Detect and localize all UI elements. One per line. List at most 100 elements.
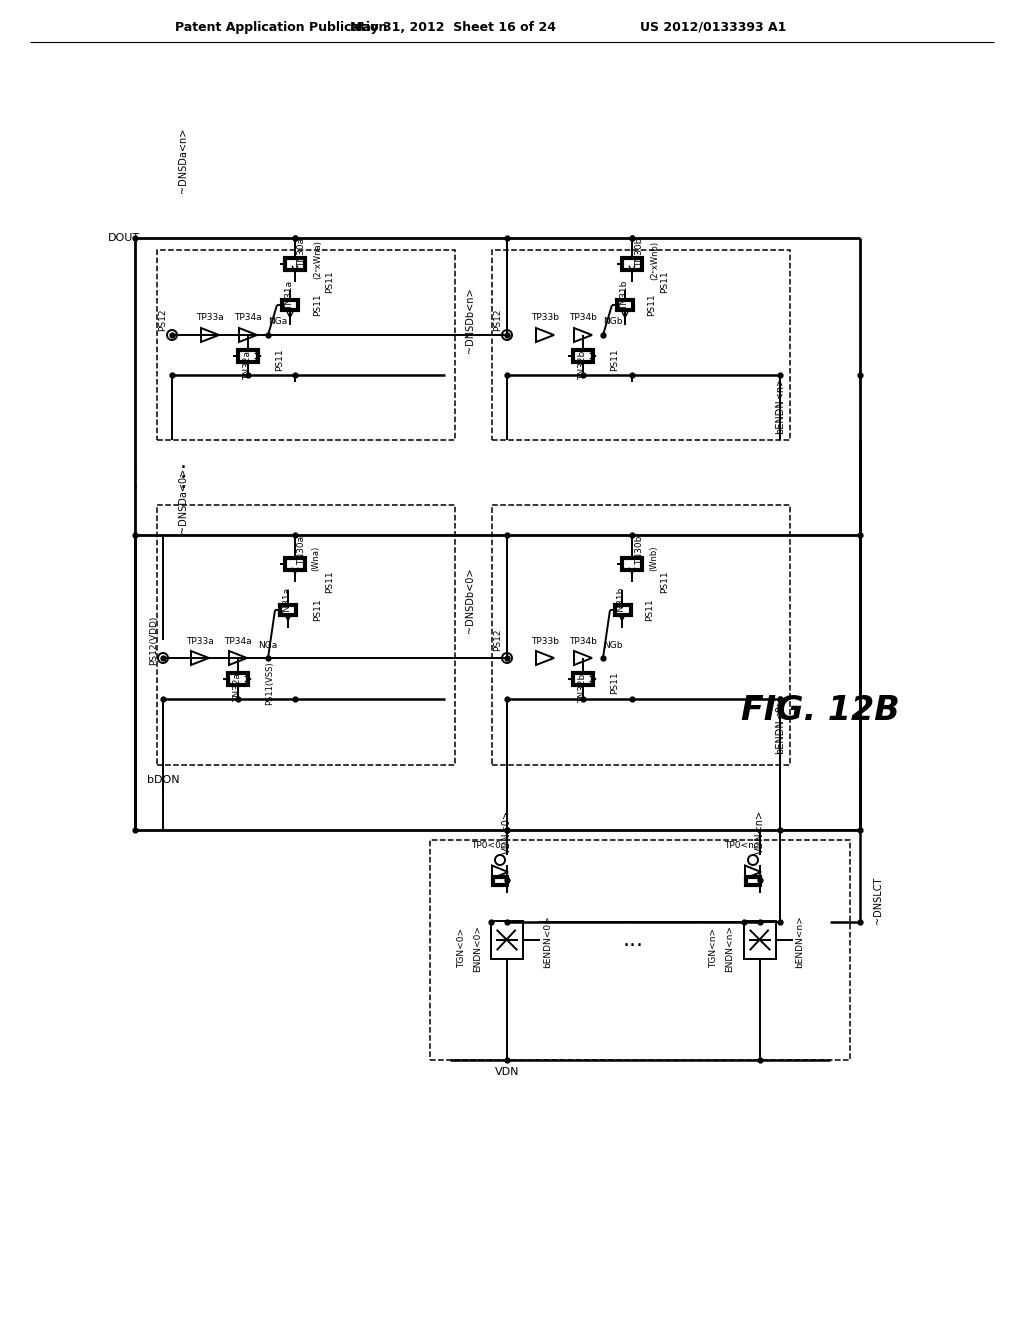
Text: TP34b: TP34b: [569, 314, 597, 322]
Bar: [430, 840, 850, 1060]
Text: PS12: PS12: [494, 309, 503, 331]
Bar: [615, 605, 631, 615]
Text: Patent Application Publication: Patent Application Publication: [175, 21, 387, 33]
Text: TP34b: TP34b: [569, 638, 597, 647]
Bar: [746, 876, 760, 884]
Text: ~DNSDa<0>: ~DNSDa<0>: [178, 467, 188, 533]
Text: .: .: [131, 473, 138, 492]
Polygon shape: [574, 327, 592, 342]
Text: ~DNSDa<n>: ~DNSDa<n>: [178, 127, 188, 193]
Text: .: .: [179, 462, 186, 482]
Circle shape: [495, 855, 505, 865]
Text: PS12(VDD): PS12(VDD): [150, 615, 159, 665]
Text: TN30b: TN30b: [636, 238, 644, 267]
Text: PS11: PS11: [326, 271, 335, 293]
Text: ...: ...: [623, 931, 643, 950]
Text: TP33b: TP33b: [531, 638, 559, 647]
Bar: [282, 300, 298, 310]
Text: TGN<0>: TGN<0>: [458, 928, 467, 968]
Text: PS11: PS11: [275, 348, 285, 371]
Text: PS11: PS11: [610, 348, 620, 371]
Text: (2ⁿxWnb): (2ⁿxWnb): [650, 240, 659, 280]
Text: bENDN<n>: bENDN<n>: [796, 916, 805, 969]
Bar: [744, 921, 776, 960]
Text: ENDN<0>: ENDN<0>: [473, 924, 482, 972]
Text: PS12: PS12: [494, 628, 503, 651]
Text: bENDN<n>: bENDN<n>: [775, 376, 785, 434]
Polygon shape: [745, 866, 761, 879]
Polygon shape: [239, 327, 257, 342]
Text: US 2012/0133393 A1: US 2012/0133393 A1: [640, 21, 786, 33]
Text: DOUT: DOUT: [108, 234, 140, 243]
Text: VDN<0>: VDN<0>: [502, 810, 512, 854]
Text: PS11: PS11: [660, 271, 670, 293]
Bar: [228, 673, 248, 685]
Text: NGb: NGb: [603, 640, 623, 649]
Text: TN30a: TN30a: [298, 536, 306, 565]
Text: TN31b: TN31b: [621, 280, 630, 310]
Text: TP0<n>: TP0<n>: [724, 842, 762, 850]
Text: TN31a: TN31a: [284, 587, 293, 616]
Bar: [490, 921, 523, 960]
Bar: [622, 558, 642, 570]
Text: PS11: PS11: [313, 293, 323, 317]
Text: TN32b: TN32b: [579, 673, 588, 702]
Text: TP33b: TP33b: [531, 314, 559, 322]
Polygon shape: [536, 327, 554, 342]
Text: bENDN<0>: bENDN<0>: [775, 697, 785, 754]
Text: VDN: VDN: [495, 1067, 519, 1077]
Bar: [622, 257, 642, 271]
Text: PS12: PS12: [159, 309, 168, 331]
Text: ENDN<n>: ENDN<n>: [725, 924, 734, 972]
Text: .: .: [179, 473, 186, 492]
Bar: [573, 673, 593, 685]
Polygon shape: [536, 651, 554, 665]
Text: TN30b: TN30b: [636, 536, 644, 565]
Bar: [492, 249, 790, 440]
Text: bDON: bDON: [146, 775, 179, 785]
Text: TGN<n>: TGN<n>: [710, 928, 719, 968]
Bar: [573, 350, 593, 362]
Text: NGa: NGa: [268, 318, 288, 326]
Text: PS11: PS11: [660, 570, 670, 593]
Text: (Wna): (Wna): [311, 545, 321, 570]
Text: ~DNSLCT: ~DNSLCT: [873, 876, 883, 924]
Text: PS11: PS11: [326, 570, 335, 593]
Text: VDN<n>: VDN<n>: [755, 810, 765, 854]
Bar: [617, 300, 633, 310]
Text: TN32b: TN32b: [579, 350, 588, 380]
Circle shape: [748, 855, 758, 865]
Polygon shape: [201, 327, 219, 342]
Text: ~DNSDb<0>: ~DNSDb<0>: [465, 568, 475, 632]
Text: PS11: PS11: [610, 672, 620, 694]
Text: .: .: [179, 451, 186, 473]
Bar: [492, 506, 790, 766]
Text: .: .: [131, 462, 138, 482]
Text: NGb: NGb: [603, 318, 623, 326]
Text: (2ⁿxWna): (2ⁿxWna): [313, 240, 323, 280]
Text: (Wnb): (Wnb): [649, 545, 658, 570]
Polygon shape: [574, 651, 592, 665]
Bar: [285, 558, 305, 570]
Text: PS11: PS11: [313, 599, 323, 622]
Text: TP33a: TP33a: [186, 638, 214, 647]
Text: TP34a: TP34a: [224, 638, 252, 647]
Text: TN32a: TN32a: [244, 351, 253, 380]
Text: May 31, 2012  Sheet 16 of 24: May 31, 2012 Sheet 16 of 24: [350, 21, 556, 33]
Bar: [280, 605, 296, 615]
Circle shape: [158, 653, 168, 663]
Text: TN32a: TN32a: [233, 673, 243, 702]
Polygon shape: [492, 866, 508, 879]
Text: TP33a: TP33a: [197, 314, 224, 322]
Text: PS11(VSS): PS11(VSS): [265, 661, 274, 705]
Polygon shape: [191, 651, 209, 665]
Circle shape: [502, 330, 512, 341]
Text: .: .: [131, 451, 138, 473]
Text: PS11: PS11: [647, 293, 656, 317]
Circle shape: [167, 330, 177, 341]
Text: TP34a: TP34a: [234, 314, 262, 322]
Text: NGa: NGa: [258, 640, 278, 649]
Text: FIG. 12B: FIG. 12B: [740, 693, 899, 726]
Text: TN31b: TN31b: [617, 587, 627, 616]
Polygon shape: [229, 651, 247, 665]
